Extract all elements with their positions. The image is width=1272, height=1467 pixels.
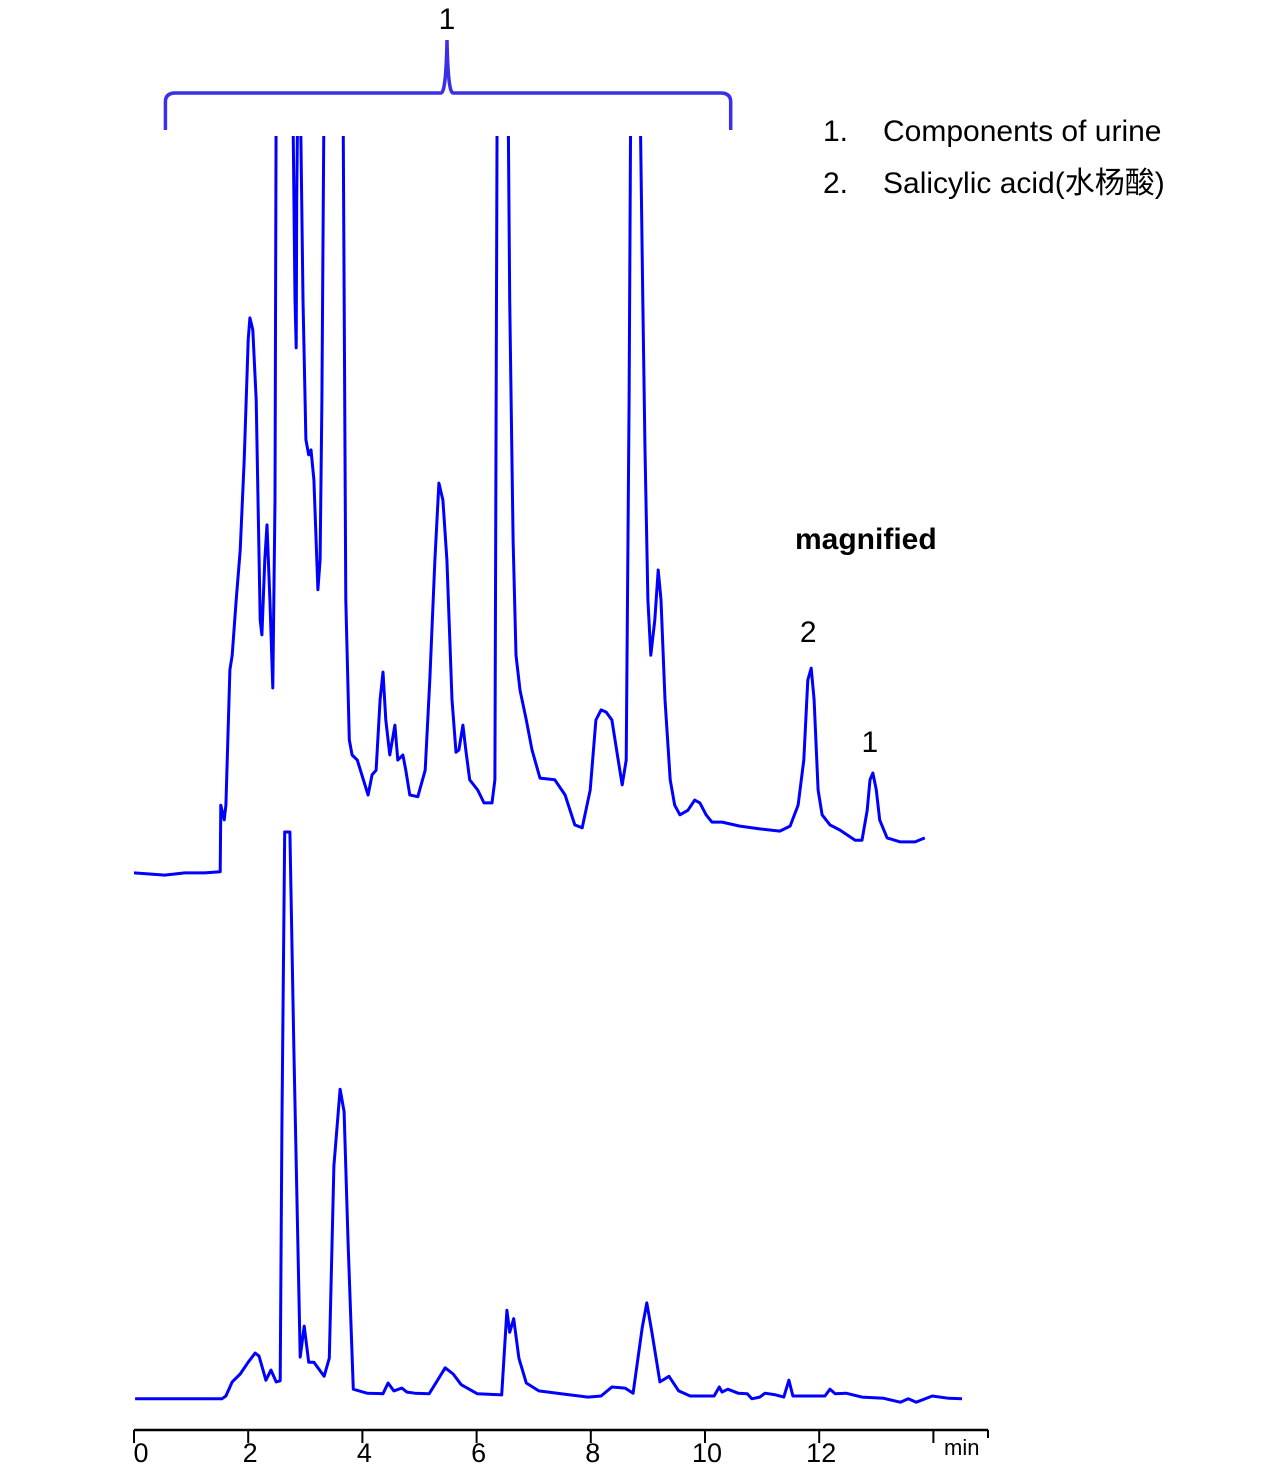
legend-text-1: Components of urine [883,115,1162,148]
legend-num-1: 1. [823,115,848,148]
trace-upper-magnified [133,136,926,877]
x-tick-label: 4 [357,1438,372,1467]
x-axis: 0 2 4 6 8 10 12 [133,1428,989,1467]
x-tick-label: 6 [471,1438,486,1467]
legend: 1. Components of urine 2. Salicylic acid… [823,115,1165,200]
trace-lower [135,830,963,1404]
x-axis-unit: min [944,1435,979,1460]
magnified-label: magnified [795,523,937,556]
legend-text-2: Salicylic acid(水杨酸) [883,167,1165,200]
x-tick-label: 8 [585,1438,600,1467]
x-tick-label: 12 [806,1438,836,1467]
x-tick-label: 10 [692,1438,722,1467]
x-tick-label: 0 [133,1438,148,1467]
peak-label-2: 2 [800,616,817,649]
legend-num-2: 2. [823,167,848,200]
peak-label-1: 1 [862,726,879,759]
x-tick-label: 2 [243,1438,258,1467]
bracket-label: 1 [439,3,456,36]
bracket-component-1 [163,39,733,130]
